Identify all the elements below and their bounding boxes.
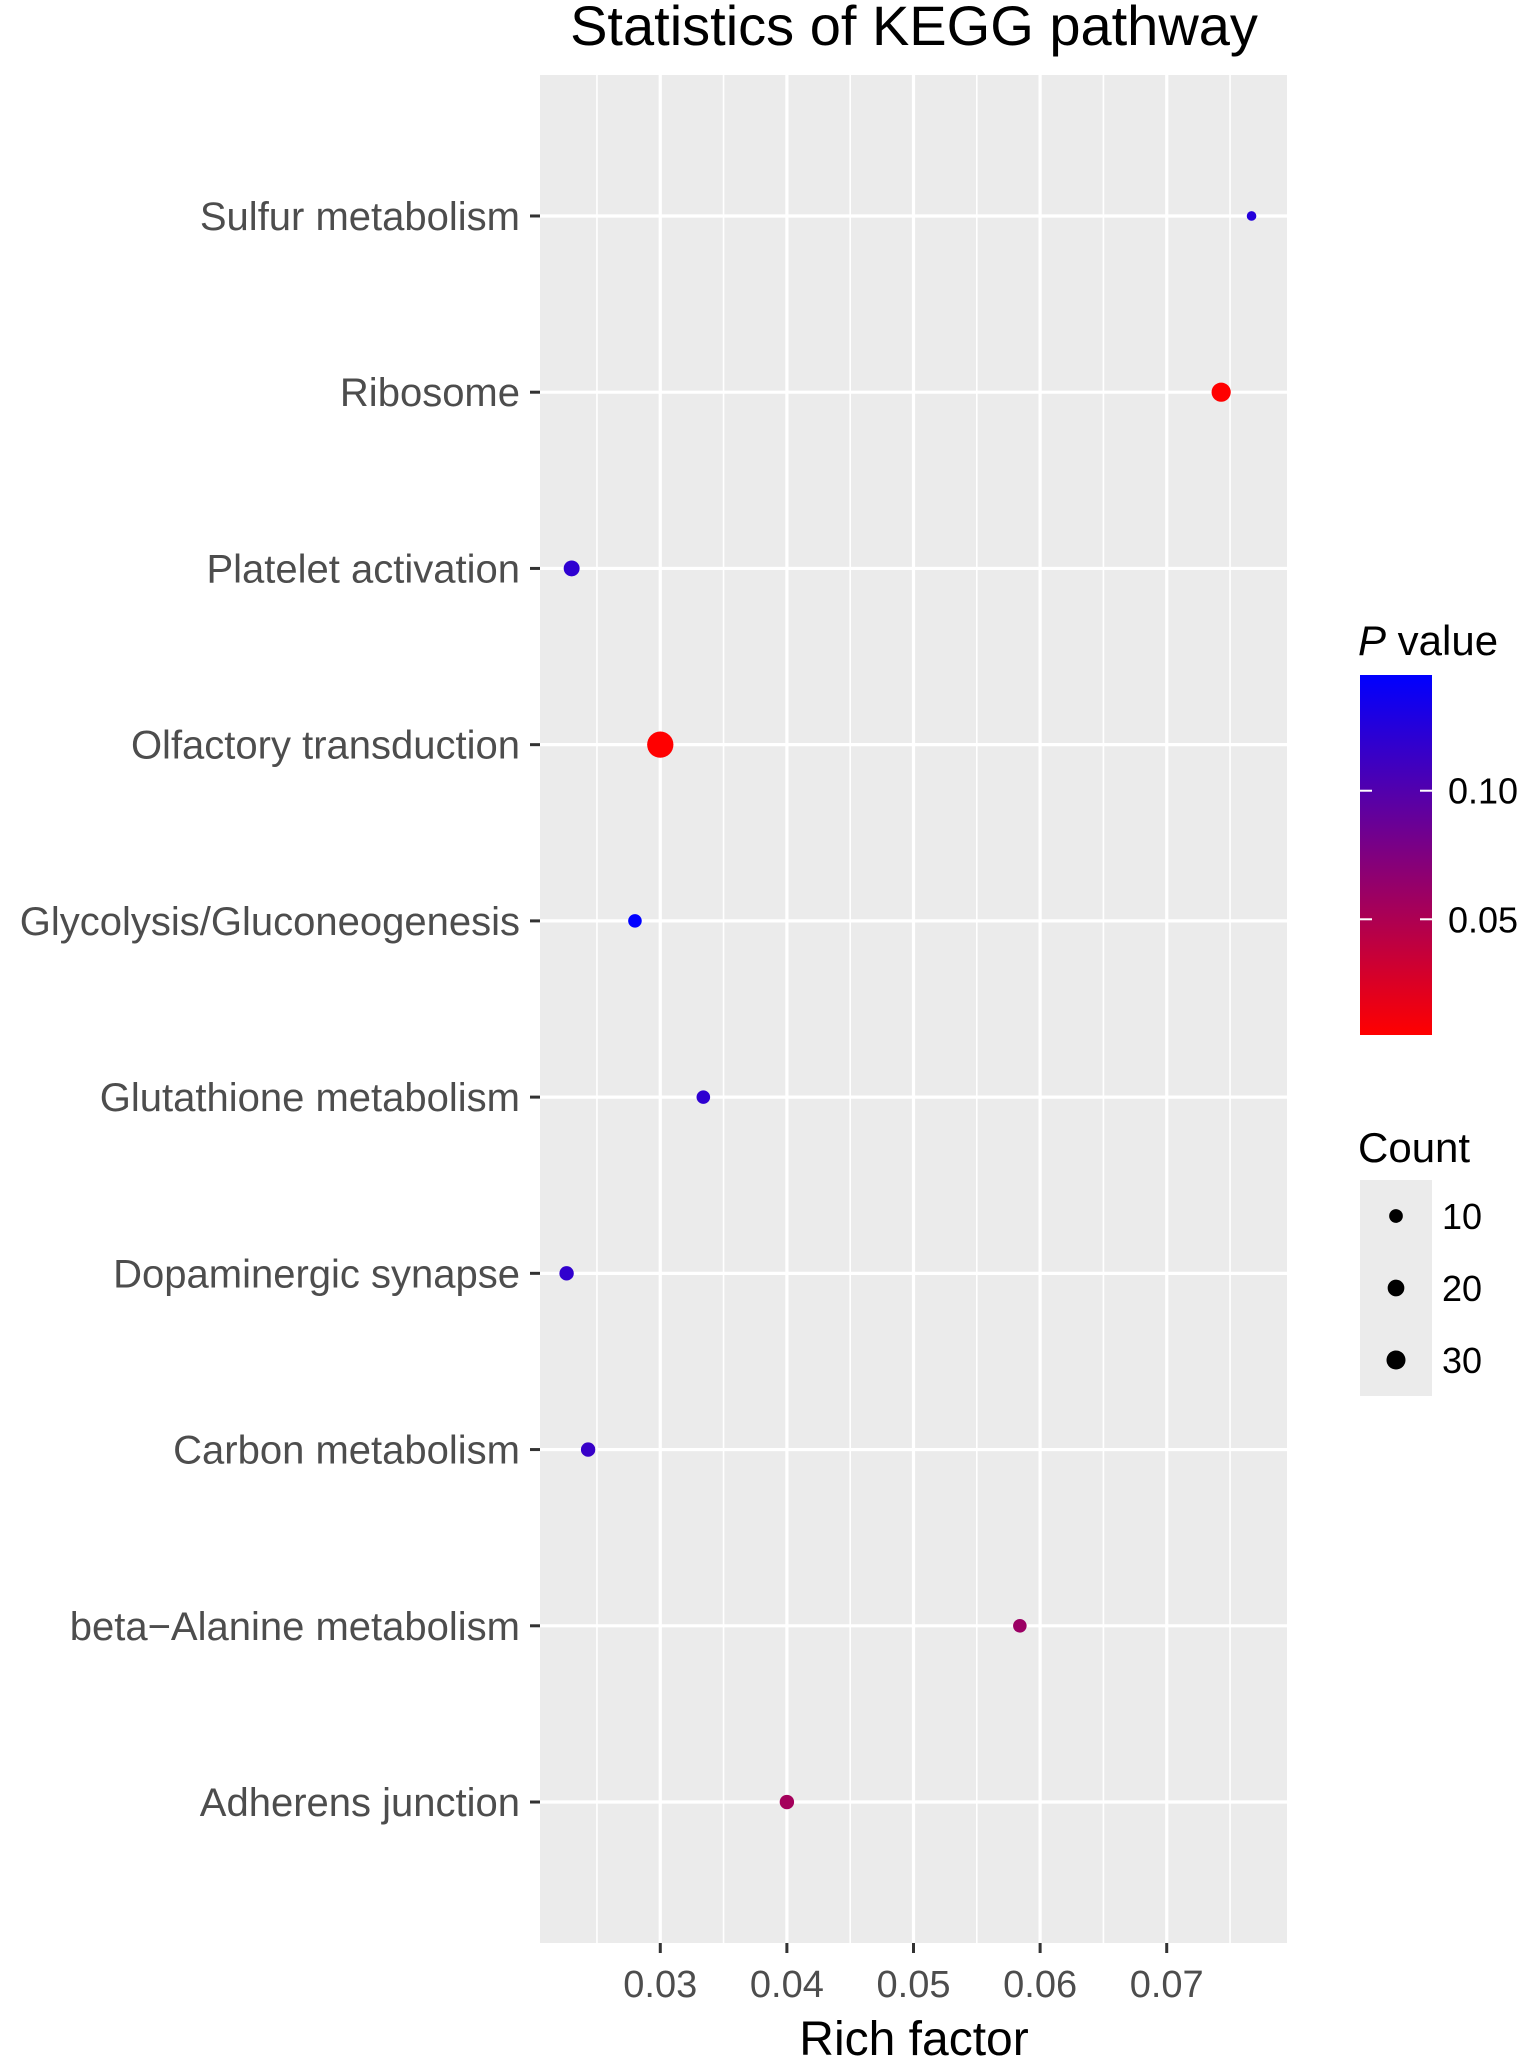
x-tick-label: 0.05	[877, 1964, 951, 2006]
y-tick-label: Ribosome	[340, 371, 520, 415]
y-tick-label: Platelet activation	[206, 547, 520, 591]
size-legend-dot	[1387, 1279, 1405, 1297]
count-legend: Count 10 20 30	[1358, 1124, 1482, 1396]
colorbar-tick-label: 0.10	[1448, 771, 1518, 812]
pvalue-legend-title-italic: P	[1358, 617, 1386, 664]
x-axis-title: Rich factor	[799, 2013, 1028, 2060]
size-legend-dot	[1389, 1209, 1403, 1223]
y-tick-label: Adherens junction	[200, 1781, 520, 1825]
pvalue-legend-title-rest: value	[1386, 617, 1498, 664]
data-point	[563, 560, 580, 577]
size-legend-label: 10	[1442, 1196, 1482, 1237]
colorbar-tick-label: 0.05	[1448, 899, 1518, 940]
data-point	[779, 1794, 795, 1810]
y-tick-label: Carbon metabolism	[173, 1429, 520, 1473]
x-tick-label: 0.03	[623, 1964, 697, 2006]
y-tick-label: beta−Alanine metabolism	[70, 1605, 520, 1649]
data-point	[647, 731, 674, 758]
data-point	[628, 914, 642, 928]
pvalue-legend: P value 0.05 0.10	[1358, 617, 1518, 1035]
y-tick-label: Sulfur metabolism	[200, 195, 520, 239]
data-point	[1211, 382, 1231, 402]
data-point	[1246, 211, 1257, 221]
y-tick-label: Glutathione metabolism	[100, 1076, 520, 1120]
x-tick-label: 0.07	[1130, 1964, 1204, 2006]
x-tick-label: 0.06	[1003, 1964, 1077, 2006]
data-point	[1013, 1619, 1027, 1633]
y-tick-label: Glycolysis/Gluconeogenesis	[20, 900, 520, 944]
data-point	[559, 1266, 574, 1281]
pvalue-legend-title: P value	[1358, 617, 1498, 664]
size-legend-label: 20	[1442, 1268, 1482, 1309]
size-legend-label: 30	[1442, 1340, 1482, 1381]
x-tick-label: 0.04	[750, 1964, 824, 2006]
y-tick-label: Olfactory transduction	[131, 724, 520, 768]
chart-title: Statistics of KEGG pathway	[570, 0, 1258, 57]
size-legend-dot	[1386, 1350, 1406, 1370]
data-point	[580, 1442, 596, 1457]
data-point	[696, 1090, 711, 1104]
count-legend-title: Count	[1358, 1124, 1470, 1171]
y-tick-label: Dopaminergic synapse	[113, 1252, 520, 1296]
pvalue-colorbar	[1360, 675, 1432, 1035]
